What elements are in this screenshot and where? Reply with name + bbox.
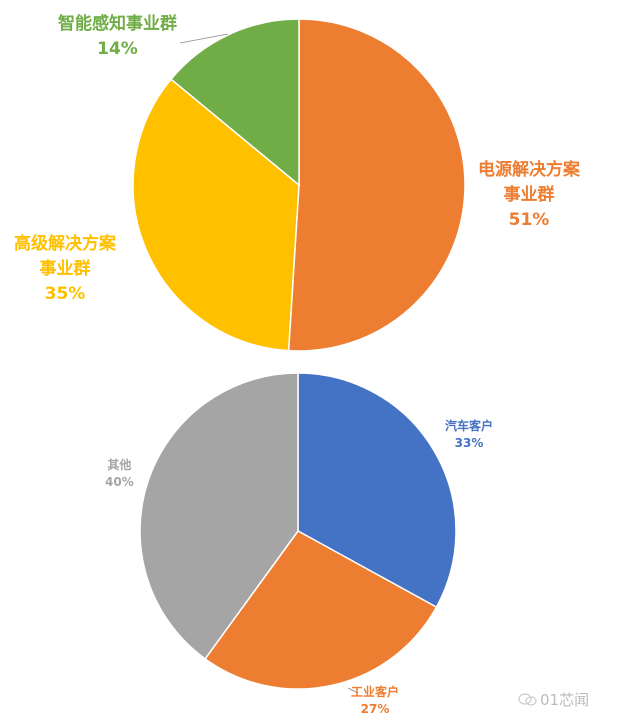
label-text: 事业群 [39,259,91,279]
pie-slice [204,530,438,690]
pie-slice [287,18,466,352]
label-text: 智能感知事业群 [58,14,177,34]
pie-slice [170,18,300,187]
label-other: 其他 40% [105,457,134,491]
data-label: 14% [97,39,138,59]
watermark-text: 01芯闻 [540,691,590,709]
data-label: 27% [360,702,390,716]
pie-slice [139,372,299,660]
label-auto: 汽车客户 33% [445,418,493,452]
data-label: 51% [508,210,550,230]
data-label: 33% [454,436,484,450]
label-text: 工业客户 [351,685,400,699]
label-text: 汽车客户 [445,419,494,433]
label-industrial: 工业客户 27% [351,684,399,718]
leader-line [347,687,359,694]
pie-slice [132,78,300,352]
label-sensing: 智能感知事业群 14% [58,12,177,62]
data-label: 35% [44,284,86,304]
label-power: 电源解决方案 事业群 51% [478,158,580,233]
wechat-icon [518,693,537,706]
label-text: 高级解决方案 [14,234,116,254]
label-text: 事业群 [503,185,555,205]
label-text: 其他 [107,458,132,472]
label-text: 电源解决方案 [478,160,580,180]
label-advanced: 高级解决方案 事业群 35% [14,232,116,307]
leader-line [179,33,229,44]
data-label: 40% [105,475,134,489]
pie-slice [297,372,457,609]
